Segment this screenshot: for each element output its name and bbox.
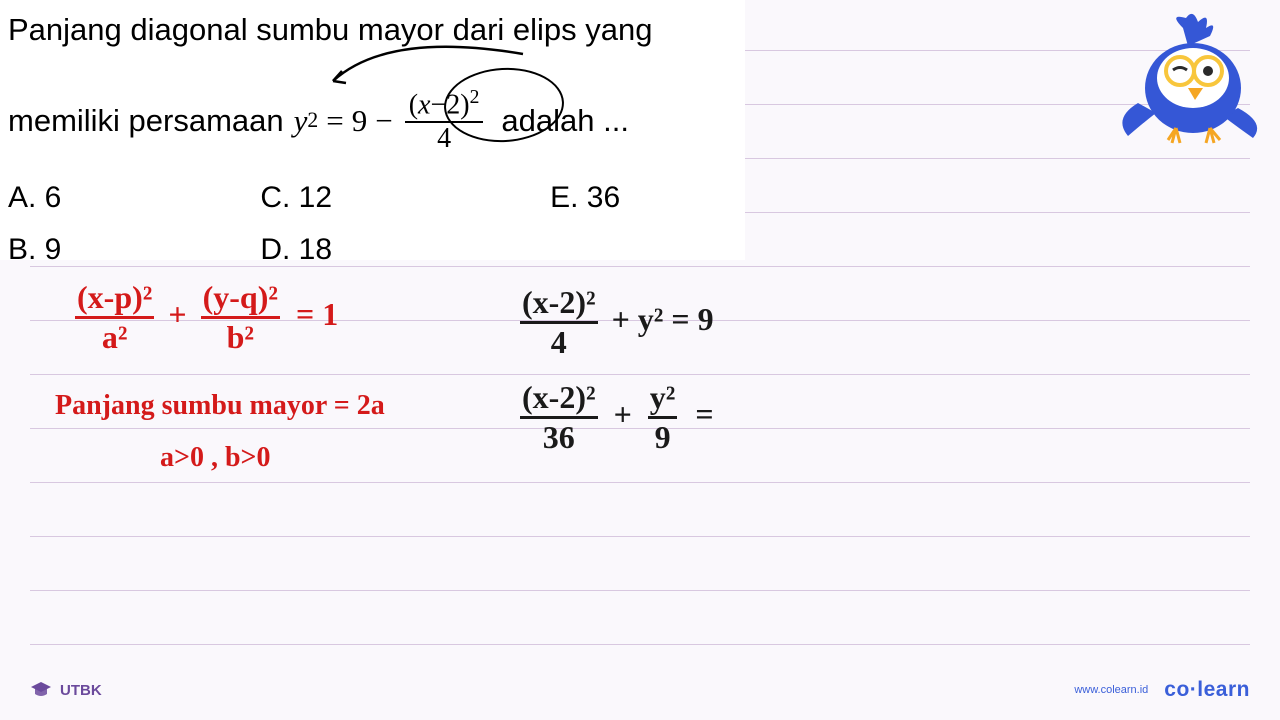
handwriting-black-line2: (x-2)² 36 + y² 9 =: [520, 380, 714, 455]
question-line2: memiliki persamaan y 2 = 9 − (x−2)2 4 ad…: [8, 88, 737, 153]
handwriting-black-line1: (x-2)² 4 + y² = 9: [520, 285, 714, 360]
option-d: D. 18: [260, 233, 550, 267]
mascot-bird-icon: [1108, 8, 1268, 148]
handwriting-red-label: Panjang sumbu mayor = 2a: [55, 390, 385, 422]
annotation-arrow-icon: [328, 36, 548, 86]
question-line2-prefix: memiliki persamaan: [8, 103, 284, 139]
question-box: Panjang diagonal sumbu mayor dari elips …: [0, 0, 745, 260]
handwriting-red-cond: a>0 , b>0: [160, 442, 270, 474]
eq-minus: −: [375, 103, 392, 139]
utbk-badge: UTBK: [30, 679, 102, 701]
option-c: C. 12: [260, 181, 550, 215]
option-b: B. 9: [8, 233, 260, 267]
footer: UTBK www.colearn.id co·learn: [0, 670, 1280, 710]
footer-logo: co·learn: [1164, 678, 1250, 702]
eq-lhs-var: y: [294, 103, 308, 139]
answer-options: A. 6 B. 9 C. 12 D. 18 E. 36: [8, 181, 737, 267]
option-a: A. 6: [8, 181, 260, 215]
eq-nine: 9: [352, 103, 368, 139]
handwriting-red-formula: (x-p)² a² + (y-q)² b² = 1: [75, 280, 338, 355]
utbk-badge-label: UTBK: [60, 682, 102, 699]
eq-lhs-exp: 2: [307, 108, 318, 133]
footer-url: www.colearn.id: [1074, 684, 1148, 696]
eq-eqsign: =: [326, 103, 343, 139]
graduation-cap-icon: [30, 679, 52, 701]
option-e: E. 36: [550, 181, 737, 215]
